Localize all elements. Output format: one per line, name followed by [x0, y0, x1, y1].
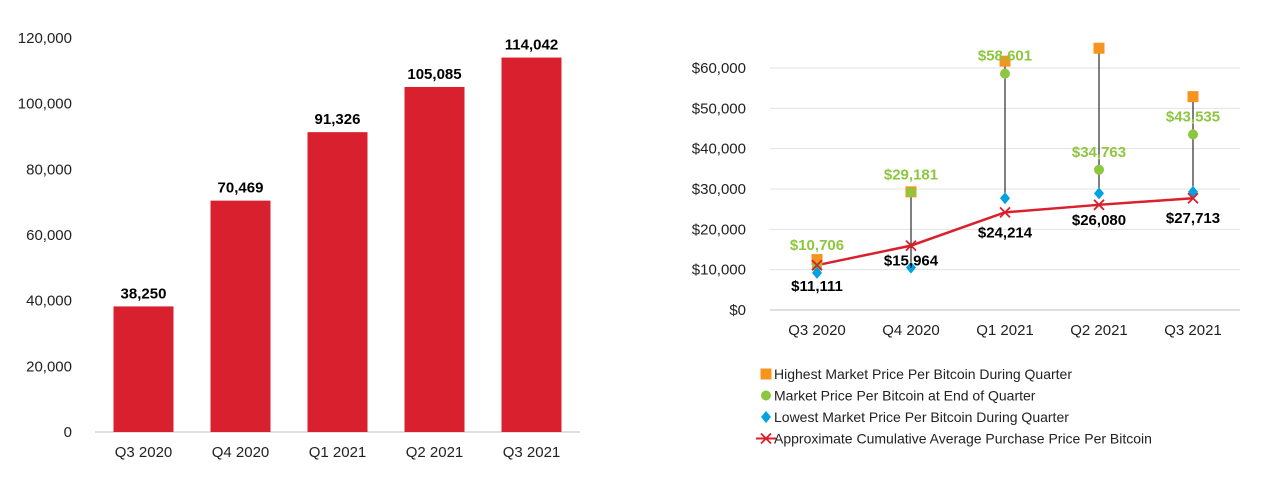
- avg-price-label: $27,713: [1166, 210, 1220, 227]
- series-2-marker: [812, 266, 822, 279]
- bar-value-label: 70,469: [218, 180, 264, 197]
- bar-y-tick-label: 120,000: [18, 30, 72, 47]
- series-3-marker: [811, 259, 823, 271]
- legend-marker: [760, 368, 772, 380]
- bar-value-label: 38,250: [121, 285, 167, 302]
- price-y-tick-label: $30,000: [692, 181, 746, 198]
- legend-item: Lowest Market Price Per Bitcoin During Q…: [761, 409, 1069, 425]
- series-3-marker: [905, 239, 917, 252]
- series-0-marker: [1093, 42, 1105, 54]
- price-x-tick-label: Q4 2020: [882, 322, 940, 339]
- bar: [113, 306, 174, 432]
- avg-price-label: $26,080: [1072, 212, 1126, 229]
- legend-item: Approximate Cumulative Average Purchase …: [756, 431, 1152, 447]
- legend-label: Highest Market Price Per Bitcoin During …: [774, 366, 1072, 382]
- price-x-tick-label: Q1 2021: [976, 322, 1034, 339]
- series-2-marker: [1188, 185, 1198, 198]
- bar-x-tick-label: Q1 2021: [309, 444, 367, 461]
- bar: [210, 200, 271, 432]
- bar: [501, 57, 562, 432]
- legend-label: Market Price Per Bitcoin at End of Quart…: [774, 388, 1036, 404]
- bar-y-tick-label: 80,000: [26, 161, 72, 178]
- bar: [404, 86, 465, 432]
- bar-value-label: 91,326: [315, 111, 361, 128]
- end-price-label: $29,181: [884, 166, 938, 183]
- bar-x-tick-label: Q3 2020: [115, 444, 173, 461]
- price-y-tick-label: $50,000: [692, 100, 746, 117]
- price-x-tick-label: Q3 2021: [1164, 322, 1222, 339]
- bar-y-tick-label: 100,000: [18, 96, 72, 113]
- series-3-marker: [1093, 199, 1105, 211]
- series-1-marker: [812, 261, 822, 272]
- series-2-marker: [1094, 187, 1104, 200]
- bar-y-tick-label: 40,000: [26, 293, 72, 310]
- price-y-tick-label: $20,000: [692, 221, 746, 238]
- end-price-label: $10,706: [790, 237, 844, 254]
- bar-y-tick-label: 20,000: [26, 358, 72, 375]
- series-0-marker: [999, 55, 1011, 67]
- series-1-marker: [1000, 68, 1010, 79]
- bar: [307, 132, 368, 432]
- avg-price-label: $11,111: [791, 278, 843, 295]
- bitcoin-price-chart: $0 $10,000 $20,000 $30,000 $40,000 $50,000 $60…: [692, 42, 1240, 447]
- series-1-marker: [906, 187, 916, 198]
- legend-marker: [760, 432, 772, 445]
- price-y-tick-label: $10,000: [692, 262, 746, 279]
- series-1-marker: [1094, 164, 1104, 175]
- holdings-bar-chart: 0 20,000 40,000 60,000 80,000 100,000 120,000 3…: [18, 30, 580, 461]
- series-2-marker: [1000, 192, 1010, 205]
- legend-item: Highest Market Price Per Bitcoin During …: [760, 366, 1072, 382]
- avg-price-label: $24,214: [978, 224, 1033, 241]
- legend-item: Market Price Per Bitcoin at End of Quart…: [761, 388, 1036, 404]
- bar-value-label: 114,042: [505, 37, 558, 54]
- series-0-marker: [811, 254, 823, 266]
- price-x-tick-label: Q2 2021: [1070, 322, 1128, 339]
- bar-x-tick-label: Q3 2021: [503, 444, 561, 461]
- bar-x-tick-label: Q4 2020: [212, 444, 270, 461]
- legend: Highest Market Price Per Bitcoin During …: [756, 366, 1152, 447]
- bar-value-label: 105,085: [407, 66, 461, 83]
- price-y-tick-label: $40,000: [692, 141, 746, 158]
- end-price-label: $43,535: [1166, 108, 1220, 125]
- price-y-tick-label: $0: [729, 302, 746, 319]
- series-2-marker: [906, 261, 916, 274]
- bar-y-tick-label: 60,000: [26, 227, 72, 244]
- series-1-marker: [1188, 129, 1198, 140]
- end-price-label: $58,601: [978, 48, 1032, 65]
- bar-x-tick-label: Q2 2021: [406, 444, 464, 461]
- end-price-label: $34,763: [1072, 144, 1126, 161]
- bar-y-tick-label: 0: [64, 424, 72, 441]
- legend-marker: [761, 411, 771, 423]
- legend-label: Lowest Market Price Per Bitcoin During Q…: [774, 409, 1069, 425]
- series-3-marker: [999, 206, 1011, 218]
- series-3-marker: [1187, 192, 1199, 204]
- avg-price-label: $15,964: [884, 253, 939, 270]
- series-0-marker: [1187, 91, 1199, 103]
- legend-label: Approximate Cumulative Average Purchase …: [774, 431, 1152, 447]
- price-y-tick-label: $60,000: [692, 60, 746, 77]
- price-x-tick-label: Q3 2020: [788, 322, 846, 339]
- legend-marker: [761, 390, 771, 401]
